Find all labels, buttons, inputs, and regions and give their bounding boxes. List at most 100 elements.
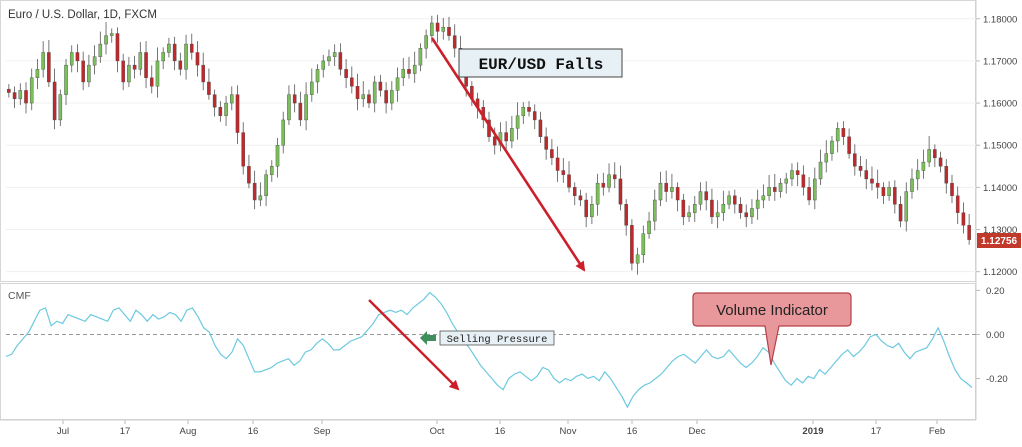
- candle: [412, 51, 417, 83]
- candle: [258, 182, 263, 207]
- candle: [304, 82, 308, 131]
- price-tick-label: 1.14000: [983, 183, 1017, 194]
- candle: [384, 82, 388, 114]
- candle: [224, 95, 228, 127]
- candle: [853, 144, 857, 176]
- candle: [35, 59, 40, 90]
- candle: [875, 169, 880, 199]
- y-axis: 1.18000 1.17000 1.16000 1.15000 1.14000 1.130…: [976, 14, 1017, 385]
- price-tick-label: 1.15000: [983, 141, 1017, 152]
- candle: [47, 40, 51, 88]
- candle: [681, 193, 686, 226]
- candle: [18, 83, 23, 105]
- candle: [624, 199, 628, 236]
- candle: [635, 247, 640, 275]
- candle: [52, 68, 57, 130]
- candle: [544, 127, 548, 160]
- candle: [12, 86, 17, 109]
- candle: [830, 135, 834, 161]
- x-tick-label: Oct: [430, 426, 445, 437]
- candle: [24, 82, 28, 114]
- candle: [98, 31, 103, 63]
- candle: [81, 51, 85, 91]
- candle: [870, 166, 874, 191]
- candle: [161, 47, 165, 70]
- candle: [395, 67, 400, 102]
- candle: [738, 197, 743, 219]
- candle: [961, 202, 966, 234]
- candle: [447, 16, 451, 41]
- candle: [778, 178, 783, 198]
- candle: [327, 49, 331, 66]
- cmf-line: [5, 291, 973, 409]
- candle: [264, 169, 268, 207]
- price-tick-label: 1.16000: [983, 99, 1017, 110]
- candle: [247, 154, 251, 189]
- cmf-series: [5, 291, 973, 409]
- candle: [332, 44, 337, 66]
- candle: [115, 27, 120, 73]
- candle: [813, 167, 817, 210]
- x-tick-label: 17: [871, 426, 882, 437]
- candle: [652, 189, 657, 231]
- candle: [527, 101, 531, 117]
- x-tick-label: 16: [495, 426, 506, 437]
- candle: [418, 43, 423, 72]
- candle: [230, 86, 234, 111]
- candle: [212, 89, 217, 117]
- candle: [767, 174, 771, 201]
- candle: [452, 24, 457, 58]
- candle: [801, 165, 806, 196]
- candle: [292, 84, 297, 113]
- candle: [750, 199, 754, 225]
- candle: [372, 75, 377, 113]
- candle: [184, 34, 188, 80]
- candle: [595, 173, 600, 216]
- candle: [195, 41, 200, 77]
- candle: [321, 54, 326, 78]
- candle: [298, 91, 303, 127]
- candle: [390, 81, 394, 111]
- candle: [178, 52, 183, 76]
- candle: [241, 122, 245, 175]
- candle: [58, 89, 63, 127]
- candle: [675, 182, 680, 212]
- candle: [109, 28, 114, 43]
- candle: [755, 189, 760, 220]
- price-tick-label: 1.17000: [983, 56, 1017, 67]
- candle: [601, 172, 606, 196]
- candle: [938, 151, 943, 173]
- candle: [521, 102, 526, 124]
- volume-indicator-label: Volume Indicator: [716, 302, 828, 319]
- candle: [921, 149, 926, 179]
- candle: [361, 81, 366, 108]
- candle: [281, 111, 285, 154]
- candle: [710, 188, 714, 225]
- candle: [927, 135, 931, 168]
- candle: [149, 65, 154, 94]
- candle: [841, 121, 846, 146]
- candle: [104, 22, 108, 55]
- x-tick-label: Nov: [560, 426, 577, 437]
- candle: [378, 74, 383, 97]
- candle: [538, 111, 543, 143]
- candle: [207, 68, 211, 100]
- x-tick-label: 16: [627, 426, 638, 437]
- volume-indicator-callout: Volume Indicator: [692, 292, 852, 366]
- candle: [172, 36, 177, 71]
- candle: [367, 89, 371, 109]
- candle: [584, 192, 588, 228]
- candle: [144, 41, 148, 89]
- candle: [955, 186, 960, 225]
- candle: [944, 159, 949, 194]
- candle: [407, 56, 411, 79]
- candle: [201, 52, 205, 91]
- candle: [727, 190, 731, 210]
- candle: [607, 163, 611, 193]
- candle: [933, 144, 937, 168]
- last-price-label: 1.12756: [981, 236, 1018, 247]
- candle: [310, 68, 314, 102]
- candle: [847, 128, 851, 159]
